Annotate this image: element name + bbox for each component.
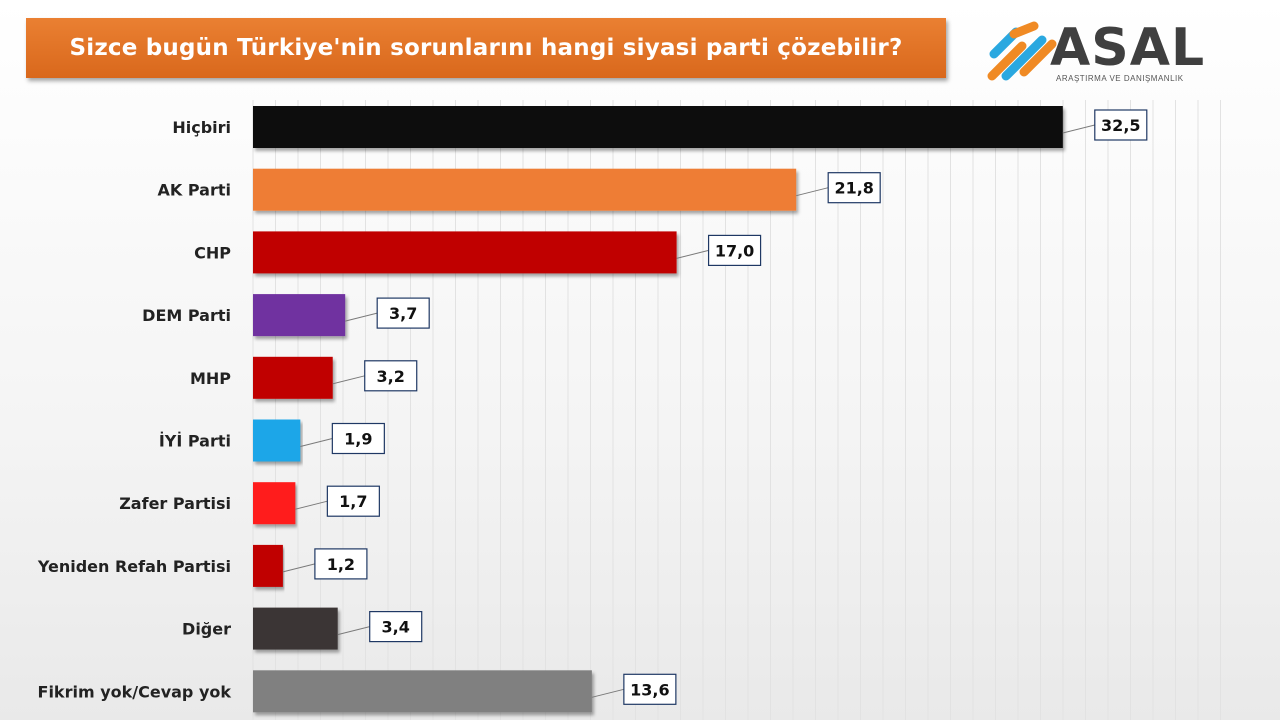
- category-label: Hiçbiri: [172, 118, 231, 137]
- bar: [253, 106, 1063, 148]
- bar: [253, 607, 338, 650]
- category-label: DEM Parti: [142, 306, 231, 325]
- value-leader-line: [300, 438, 333, 447]
- value-label-box: [623, 673, 677, 705]
- value-leader-line: [1062, 124, 1095, 134]
- value-leader-line: [295, 500, 328, 510]
- title-banner: Sizce bugün Türkiye'nin sorunlarını hang…: [26, 18, 946, 78]
- value-label-box: [331, 422, 385, 455]
- bars: [253, 106, 1063, 713]
- bar: [253, 168, 797, 211]
- value-leader-line: [591, 688, 624, 698]
- value-leader-line: [337, 626, 370, 636]
- value-label: 3,2: [377, 367, 405, 386]
- bar: [253, 670, 592, 713]
- value-label: 3,7: [389, 304, 417, 323]
- category-label: Zafer Partisi: [119, 494, 231, 513]
- category-label: Diğer: [182, 620, 231, 639]
- value-leader-line: [676, 249, 709, 259]
- labels: Hiçbiri 32,5 AK Parti 21,8 CHP 17,0 DEM Parti 3…: [37, 109, 1148, 705]
- bar: [253, 294, 346, 337]
- value-label: 21,8: [834, 179, 873, 198]
- chart-title: Sizce bugün Türkiye'nin sorunlarını hang…: [69, 35, 903, 61]
- value-label: 13,6: [630, 680, 669, 699]
- bar: [253, 356, 333, 399]
- asal-logo-mark-icon: [987, 21, 1057, 81]
- value-label-box: [707, 234, 762, 266]
- asal-subtitle: ARAŞTIRMA VE DANIŞMANLIK: [1056, 74, 1184, 83]
- category-label: Yeniden Refah Partisi: [37, 557, 231, 576]
- value-label-box: [326, 485, 380, 517]
- bar: [253, 482, 296, 525]
- category-label: İYİ Parti: [159, 432, 231, 451]
- value-label: 3,4: [382, 618, 410, 637]
- category-label: AK Parti: [158, 181, 231, 200]
- value-label: 17,0: [715, 241, 754, 260]
- asal-wordmark: ASAL: [1050, 18, 1206, 78]
- value-label: 1,7: [339, 492, 367, 511]
- category-label: MHP: [190, 369, 231, 388]
- value-leader-line: [345, 312, 378, 322]
- category-label: CHP: [194, 243, 231, 262]
- value-leader-line: [332, 375, 365, 385]
- asal-logo: ASAL ARAŞTIRMA VE DANIŞMANLIK: [984, 16, 1224, 88]
- bar: [253, 544, 283, 587]
- value-leader-line: [282, 563, 316, 573]
- value-label-box: [369, 610, 423, 643]
- value-label-box: [314, 548, 368, 580]
- bar: [253, 231, 677, 274]
- value-label-box: [1094, 109, 1148, 141]
- value-label-box: [827, 172, 881, 204]
- value-leader-line: [796, 187, 829, 197]
- category-label: Fikrim yok/Cevap yok: [38, 682, 232, 701]
- bar: [253, 419, 301, 462]
- value-label: 1,9: [344, 430, 372, 449]
- value-label: 1,2: [327, 555, 355, 574]
- value-label-box: [376, 297, 430, 329]
- value-label: 32,5: [1101, 116, 1140, 135]
- value-label-box: [364, 360, 418, 392]
